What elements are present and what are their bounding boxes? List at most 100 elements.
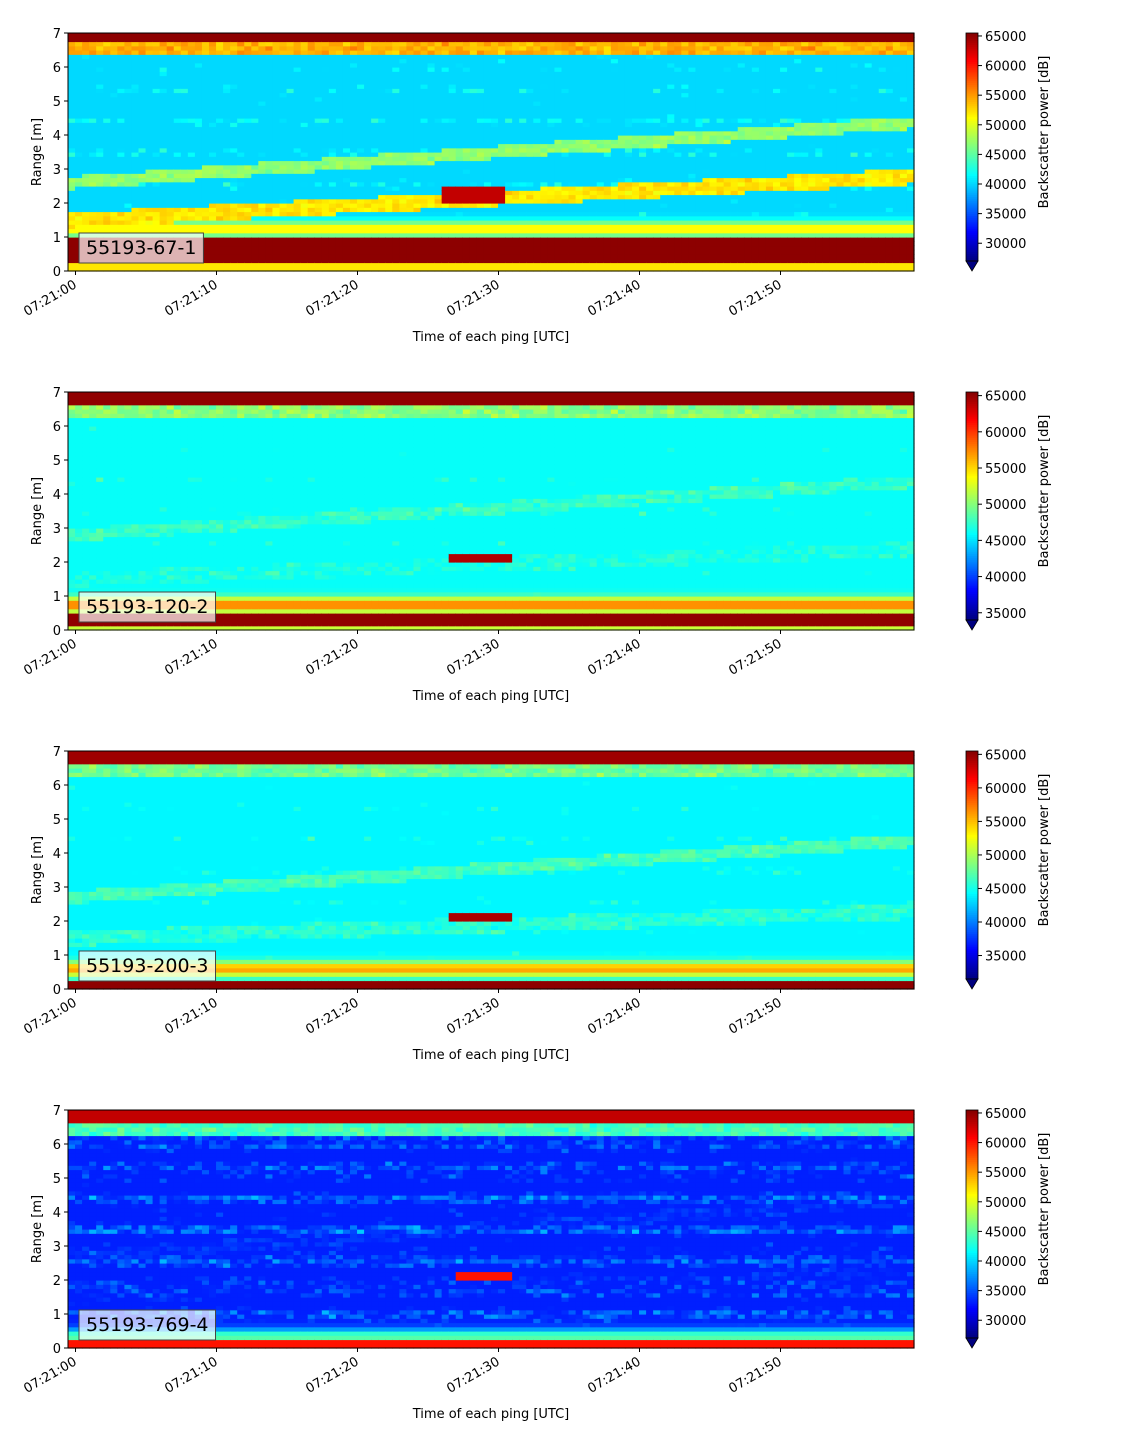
heatmap-cell bbox=[456, 144, 464, 149]
heatmap-cell bbox=[195, 156, 203, 161]
heatmap-cell bbox=[583, 169, 591, 174]
heatmap-cell bbox=[639, 237, 647, 242]
heatmap-cell bbox=[667, 246, 675, 251]
heatmap-cell bbox=[392, 33, 400, 38]
heatmap-cell bbox=[435, 84, 443, 89]
heatmap-cell bbox=[167, 156, 175, 161]
heatmap-cell bbox=[583, 246, 591, 251]
heatmap-cell bbox=[336, 229, 344, 234]
heatmap-cell bbox=[392, 114, 400, 119]
heatmap-cell bbox=[540, 165, 548, 170]
heatmap-cell bbox=[413, 195, 421, 200]
heatmap-cell bbox=[336, 114, 344, 119]
heatmap-cell bbox=[301, 203, 309, 208]
heatmap-cell bbox=[674, 110, 682, 115]
heatmap-cell bbox=[639, 152, 647, 157]
heatmap-cell bbox=[639, 67, 647, 72]
heatmap-cell bbox=[519, 114, 527, 119]
heatmap-cell bbox=[287, 148, 295, 153]
heatmap-cell bbox=[378, 182, 386, 187]
heatmap-cell bbox=[315, 101, 323, 106]
heatmap-cell bbox=[315, 76, 323, 81]
heatmap-cell bbox=[392, 212, 400, 217]
heatmap-cell bbox=[117, 101, 125, 106]
heatmap-cell bbox=[329, 258, 337, 263]
heatmap-cell bbox=[385, 46, 393, 51]
heatmap-cell bbox=[667, 63, 675, 68]
heatmap-cell bbox=[181, 165, 189, 170]
heatmap-cell bbox=[498, 233, 506, 238]
heatmap-cell bbox=[632, 263, 640, 268]
heatmap-cell bbox=[392, 186, 400, 191]
heatmap-cell bbox=[526, 156, 534, 161]
heatmap-cell bbox=[146, 127, 154, 132]
heatmap-cell bbox=[554, 156, 562, 161]
heatmap-cell bbox=[188, 165, 196, 170]
heatmap-cell bbox=[139, 173, 147, 178]
heatmap-cell bbox=[576, 169, 584, 174]
heatmap-cell bbox=[498, 63, 506, 68]
heatmap-cell bbox=[498, 50, 506, 55]
heatmap-cell bbox=[244, 152, 252, 157]
heatmap-cell bbox=[378, 263, 386, 268]
heatmap-cell bbox=[463, 263, 471, 268]
heatmap-cell bbox=[139, 195, 147, 200]
heatmap-cell bbox=[428, 54, 436, 59]
heatmap-cell bbox=[294, 190, 302, 195]
heatmap-cell bbox=[484, 67, 492, 72]
heatmap-cell bbox=[646, 42, 654, 47]
heatmap-cell bbox=[646, 80, 654, 85]
heatmap-cell bbox=[103, 127, 111, 132]
heatmap-cell bbox=[188, 173, 196, 178]
heatmap-cell bbox=[294, 67, 302, 72]
heatmap-cell bbox=[477, 50, 485, 55]
heatmap-cell bbox=[632, 212, 640, 217]
heatmap-cell bbox=[590, 241, 598, 246]
heatmap-cell bbox=[265, 190, 273, 195]
heatmap-cell bbox=[505, 80, 513, 85]
heatmap-cell bbox=[202, 139, 210, 144]
heatmap-cell bbox=[477, 224, 485, 229]
heatmap-cell bbox=[660, 156, 668, 161]
heatmap-cell bbox=[195, 54, 203, 59]
heatmap-cell bbox=[639, 161, 647, 166]
heatmap-cell bbox=[139, 122, 147, 127]
heatmap-cell bbox=[646, 250, 654, 255]
heatmap-cell bbox=[258, 148, 266, 153]
heatmap-cell bbox=[160, 46, 168, 51]
heatmap-cell bbox=[350, 173, 358, 178]
heatmap-cell bbox=[456, 46, 464, 51]
heatmap-cell bbox=[583, 190, 591, 195]
heatmap-cell bbox=[160, 207, 168, 212]
heatmap-cell bbox=[498, 169, 506, 174]
heatmap-cell bbox=[646, 254, 654, 259]
heatmap-cell bbox=[209, 54, 217, 59]
heatmap-cell bbox=[385, 254, 393, 259]
heatmap-cell bbox=[688, 216, 696, 221]
heatmap-cell bbox=[526, 182, 534, 187]
heatmap-cell bbox=[272, 127, 280, 132]
heatmap-cell bbox=[646, 156, 654, 161]
heatmap-cell bbox=[540, 258, 548, 263]
heatmap-cell bbox=[456, 199, 464, 204]
heatmap-cell bbox=[294, 186, 302, 191]
heatmap-cell bbox=[470, 93, 478, 98]
heatmap-cell bbox=[68, 122, 76, 127]
heatmap-cell bbox=[287, 195, 295, 200]
heatmap-cell bbox=[223, 182, 231, 187]
heatmap-cell bbox=[470, 203, 478, 208]
heatmap-cell bbox=[244, 254, 252, 259]
heatmap-cell bbox=[75, 178, 83, 183]
heatmap-cell bbox=[554, 216, 562, 221]
heatmap-cell bbox=[625, 182, 633, 187]
heatmap-cell bbox=[625, 148, 633, 153]
heatmap-cell bbox=[258, 250, 266, 255]
heatmap-cell bbox=[477, 203, 485, 208]
heatmap-cell bbox=[491, 50, 499, 55]
heatmap-cell bbox=[477, 93, 485, 98]
heatmap-cell bbox=[131, 114, 139, 119]
heatmap-cell bbox=[89, 93, 97, 98]
heatmap-cell bbox=[484, 76, 492, 81]
heatmap-cell bbox=[237, 207, 245, 212]
heatmap-cell bbox=[195, 224, 203, 229]
